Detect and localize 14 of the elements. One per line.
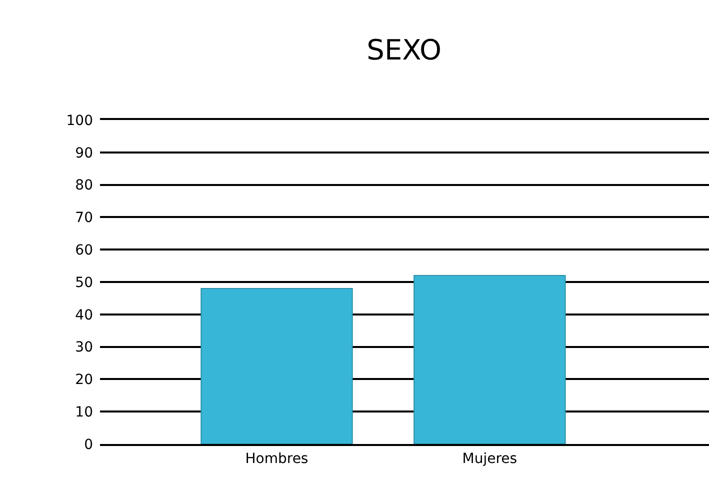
y-tick-label: 40 — [75, 307, 93, 324]
y-tick-label: 60 — [75, 242, 93, 258]
y-tick-label: 50 — [75, 274, 93, 291]
y-tick-label: 20 — [75, 372, 93, 388]
y-tick-label: 30 — [75, 340, 93, 356]
y-tick-label: 70 — [75, 210, 93, 226]
y-tick-label: 90 — [75, 145, 93, 162]
y-tick-label: 10 — [75, 404, 93, 420]
y-tick-label: 80 — [75, 178, 93, 194]
y-tick-label: 100 — [66, 112, 93, 129]
x-tick-label: Mujeres — [462, 450, 518, 467]
chart-title: SEXO — [366, 34, 442, 67]
x-tick-label: Hombres — [245, 450, 308, 467]
y-tick-label: 0 — [84, 436, 93, 453]
